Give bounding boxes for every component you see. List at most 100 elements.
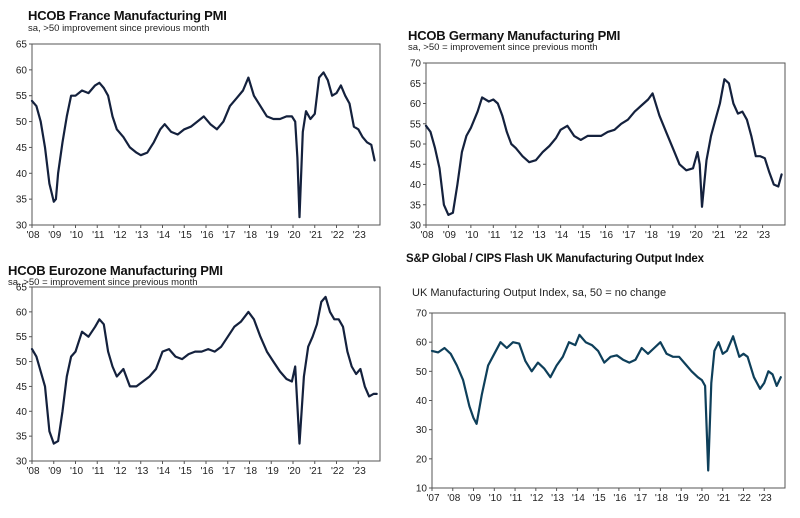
y-tick-label: 70 <box>416 309 428 320</box>
x-tick-label: '20 <box>690 230 703 241</box>
y-tick-label: 20 <box>416 454 428 465</box>
line-plot: 30 35 40 45 50 55 60 65 '08 '09 '10 '11 '12 '13 '14 '15… <box>16 40 381 241</box>
x-tick-label: '20 <box>287 230 300 241</box>
y-tick-label: 65 <box>16 40 28 51</box>
x-tick-label: '12 <box>113 230 126 241</box>
x-tick-label: '12 <box>113 466 126 477</box>
y-tick-label: 10 <box>416 484 428 495</box>
x-tick-label: '13 <box>135 466 148 477</box>
series-line <box>30 71 376 219</box>
x-tick-label: '11 <box>510 493 523 504</box>
x-tick-label: '11 <box>488 230 501 241</box>
x-tick-label: '21 <box>309 466 322 477</box>
x-tick-label: '21 <box>717 493 730 504</box>
x-tick-label: '22 <box>735 230 748 241</box>
x-tick-label: '08 <box>26 466 39 477</box>
y-tick-label: 40 <box>16 407 28 418</box>
x-tick-label: '12 <box>530 493 543 504</box>
x-tick-label: '19 <box>676 493 689 504</box>
x-tick-label: '14 <box>555 230 568 241</box>
x-tick-label: '11 <box>92 466 105 477</box>
x-tick-label: '17 <box>222 230 235 241</box>
x-tick-label: '15 <box>578 230 591 241</box>
x-tick-label: '14 <box>157 230 170 241</box>
x-tick-label: '17 <box>634 493 647 504</box>
x-tick-label: '13 <box>135 230 148 241</box>
chart-subtitle: sa, >50 improvement since previous month <box>28 23 210 34</box>
x-tick-label: '15 <box>179 466 192 477</box>
y-tick-label: 50 <box>16 357 28 368</box>
x-tick-label: '15 <box>179 230 192 241</box>
y-tick-label: 45 <box>16 143 28 154</box>
eurozone-pmi-chart: HCOB Eurozone Manufacturing PMI sa, >50 … <box>0 255 395 518</box>
x-tick-label: '17 <box>622 230 635 241</box>
x-tick-label: '23 <box>759 493 772 504</box>
x-tick-label: '09 <box>443 230 456 241</box>
x-tick-label: '10 <box>70 466 83 477</box>
x-tick-label: '09 <box>48 230 61 241</box>
x-tick-label: '08 <box>26 230 39 241</box>
chart-subtitle: sa, >50 = improvement since previous mon… <box>8 277 198 288</box>
x-tick-label: '23 <box>353 230 366 241</box>
x-tick-label: '20 <box>696 493 709 504</box>
series-line <box>424 78 783 216</box>
x-tick-label: '14 <box>572 493 585 504</box>
y-tick-label: 35 <box>16 432 28 443</box>
x-tick-label: '09 <box>468 493 481 504</box>
x-tick-label: '08 <box>420 230 433 241</box>
y-tick-label: 45 <box>410 160 422 171</box>
x-tick-label: '11 <box>92 230 105 241</box>
series-line <box>30 295 378 445</box>
y-tick-label: 55 <box>16 91 28 102</box>
x-tick-label: '17 <box>222 466 235 477</box>
uk-output-index-chart: S&P Global / CIPS Flash UK Manufacturing… <box>400 253 800 518</box>
x-tick-label: '23 <box>353 466 366 477</box>
y-tick-label: 55 <box>16 332 28 343</box>
y-tick-label: 70 <box>410 59 422 70</box>
y-tick-label: 40 <box>16 169 28 180</box>
y-tick-label: 35 <box>410 200 422 211</box>
y-tick-label: 50 <box>416 367 428 378</box>
y-tick-label: 55 <box>410 119 422 130</box>
x-tick-label: '13 <box>533 230 546 241</box>
x-tick-label: '16 <box>613 493 626 504</box>
x-tick-label: '15 <box>593 493 606 504</box>
y-tick-label: 60 <box>416 338 428 349</box>
line-plot: 30 35 40 45 50 55 60 65 70 '08 '09 '10 '11 '12 '13 '14 '… <box>410 59 786 241</box>
x-tick-label: '12 <box>510 230 523 241</box>
plot-frame <box>31 43 381 226</box>
y-tick-label: 35 <box>16 195 28 206</box>
x-tick-label: '18 <box>655 493 668 504</box>
chart-title: HCOB Eurozone Manufacturing PMI <box>8 263 223 278</box>
y-tick-label: 30 <box>16 221 28 232</box>
y-tick-label: 40 <box>416 396 428 407</box>
y-tick-label: 60 <box>16 65 28 76</box>
line-plot: 10 20 30 40 50 60 70 '07 '08 '09 '10 '11 '12 '13 '14 '1… <box>416 309 786 504</box>
chart-title: HCOB Germany Manufacturing PMI <box>408 28 621 43</box>
x-tick-label: '21 <box>309 230 322 241</box>
x-tick-label: '14 <box>157 466 170 477</box>
x-tick-label: '16 <box>200 466 213 477</box>
x-tick-label: '19 <box>266 466 279 477</box>
y-tick-label: 30 <box>16 457 28 468</box>
x-tick-label: '16 <box>200 230 213 241</box>
x-tick-label: '18 <box>645 230 658 241</box>
x-tick-label: '22 <box>331 230 344 241</box>
chart-title: HCOB France Manufacturing PMI <box>28 8 227 23</box>
y-tick-label: 50 <box>16 117 28 128</box>
y-tick-label: 30 <box>410 221 422 232</box>
x-tick-label: '16 <box>600 230 613 241</box>
y-tick-label: 40 <box>410 180 422 191</box>
x-tick-label: '22 <box>738 493 751 504</box>
y-tick-label: 60 <box>16 307 28 318</box>
chart-subtitle: UK Manufacturing Output Index, sa, 50 = … <box>412 287 667 299</box>
x-tick-label: '10 <box>489 493 502 504</box>
x-tick-label: '08 <box>447 493 460 504</box>
x-tick-label: '21 <box>712 230 725 241</box>
plot-frame <box>31 286 381 462</box>
x-tick-label: '19 <box>266 230 279 241</box>
y-tick-label: 60 <box>410 99 422 110</box>
x-tick-label: '10 <box>465 230 478 241</box>
france-pmi-chart: HCOB France Manufacturing PMI sa, >50 im… <box>0 0 395 250</box>
series-line <box>430 333 782 472</box>
